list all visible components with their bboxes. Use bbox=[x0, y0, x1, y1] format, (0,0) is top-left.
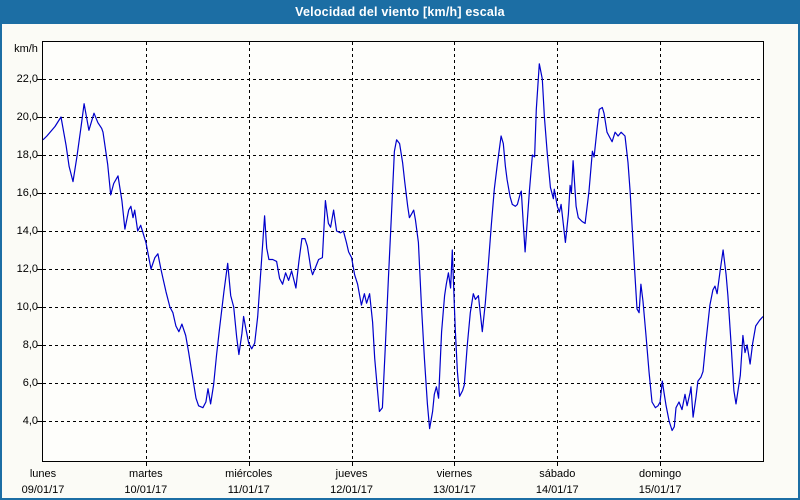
y-tick-label: 14,0 bbox=[16, 225, 38, 237]
y-tick-mark bbox=[37, 117, 42, 118]
x-day-name-label: domingo bbox=[639, 468, 682, 480]
y-tick-mark bbox=[37, 79, 42, 80]
x-tick-mark bbox=[660, 462, 662, 466]
horizontal-gridline bbox=[43, 307, 763, 308]
vertical-gridline bbox=[660, 42, 662, 461]
window-title: Velocidad del viento [km/h] escala bbox=[295, 5, 505, 19]
y-axis-unit-label: km/h bbox=[14, 43, 38, 55]
vertical-gridline bbox=[248, 42, 250, 461]
y-tick-label: 20,0 bbox=[16, 111, 38, 123]
wind-speed-line-svg bbox=[43, 63, 763, 432]
horizontal-gridline bbox=[43, 117, 763, 118]
plot-grid-and-line bbox=[43, 42, 763, 461]
x-day-date-label: 09/01/17 bbox=[21, 484, 65, 496]
y-tick-label: 6,0 bbox=[22, 377, 38, 389]
horizontal-gridline bbox=[43, 345, 763, 346]
y-tick-mark bbox=[37, 193, 42, 194]
y-tick-mark bbox=[37, 269, 42, 270]
horizontal-gridline bbox=[43, 193, 763, 194]
y-tick-label: 22,0 bbox=[16, 73, 38, 85]
y-tick-mark bbox=[37, 345, 42, 346]
y-tick-mark bbox=[37, 383, 42, 384]
x-day-name-label: jueves bbox=[335, 468, 368, 480]
x-day-name-label: sábado bbox=[539, 468, 576, 480]
x-tick-mark bbox=[145, 462, 147, 466]
vertical-gridline bbox=[145, 42, 147, 461]
y-tick-label: 18,0 bbox=[16, 149, 38, 161]
horizontal-gridline bbox=[43, 79, 763, 80]
x-tick-mark bbox=[351, 462, 353, 466]
y-tick-mark bbox=[37, 307, 42, 308]
x-day-date-label: 12/01/17 bbox=[330, 484, 373, 496]
y-tick-label: 8,0 bbox=[22, 339, 38, 351]
x-day-name-label: lunes bbox=[29, 468, 57, 480]
horizontal-gridline bbox=[43, 155, 763, 156]
x-day-date-label: 15/01/17 bbox=[638, 484, 682, 496]
vertical-gridline bbox=[351, 42, 353, 461]
horizontal-gridline bbox=[43, 421, 763, 422]
vertical-gridline bbox=[557, 42, 559, 461]
window-titlebar: Velocidad del viento [km/h] escala bbox=[2, 2, 798, 24]
y-tick-label: 4,0 bbox=[22, 415, 38, 427]
x-day-name-label: miércoles bbox=[225, 468, 273, 480]
wind-speed-line bbox=[43, 63, 763, 432]
x-day-date-label: 11/01/17 bbox=[227, 484, 270, 496]
x-day-name-label: martes bbox=[129, 468, 163, 480]
y-tick-label: 16,0 bbox=[16, 187, 38, 199]
x-day-name-label: viernes bbox=[436, 468, 473, 480]
horizontal-gridline bbox=[43, 231, 763, 232]
x-day-date-label: 10/01/17 bbox=[124, 484, 168, 496]
y-tick-mark bbox=[37, 421, 42, 422]
vertical-gridline bbox=[454, 42, 456, 461]
x-day-date-label: 14/01/17 bbox=[535, 484, 579, 496]
x-day-date-label: 13/01/17 bbox=[433, 484, 476, 496]
y-tick-label: 10,0 bbox=[16, 301, 38, 313]
plot-area bbox=[42, 41, 764, 462]
y-tick-mark bbox=[37, 155, 42, 156]
x-tick-mark bbox=[248, 462, 250, 466]
horizontal-gridline bbox=[43, 383, 763, 384]
horizontal-gridline bbox=[43, 269, 763, 270]
y-tick-mark bbox=[37, 231, 42, 232]
y-tick-label: 12,0 bbox=[16, 263, 38, 275]
x-tick-mark bbox=[557, 462, 559, 466]
x-tick-mark bbox=[454, 462, 456, 466]
